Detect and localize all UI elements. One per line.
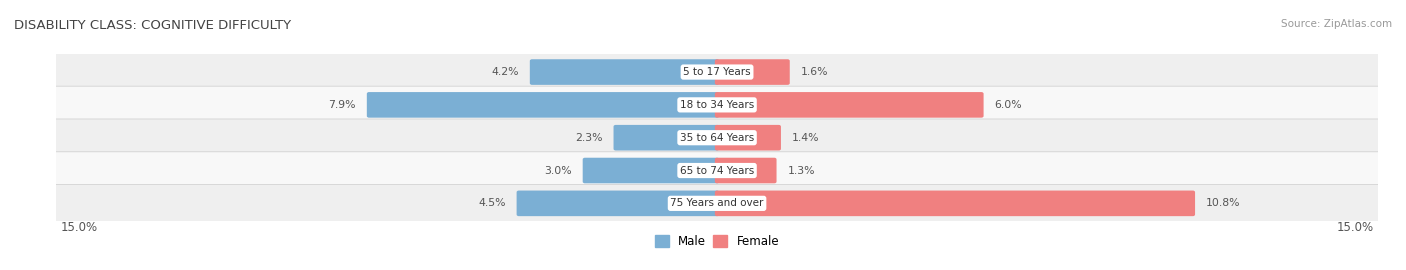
- FancyBboxPatch shape: [367, 92, 720, 118]
- FancyBboxPatch shape: [714, 158, 776, 183]
- Text: 75 Years and over: 75 Years and over: [671, 198, 763, 208]
- Text: 1.3%: 1.3%: [787, 166, 815, 176]
- Text: 6.0%: 6.0%: [994, 100, 1022, 110]
- FancyBboxPatch shape: [49, 86, 1385, 124]
- FancyBboxPatch shape: [714, 92, 984, 118]
- FancyBboxPatch shape: [49, 119, 1385, 156]
- Text: 4.2%: 4.2%: [491, 67, 519, 77]
- FancyBboxPatch shape: [714, 125, 780, 150]
- FancyBboxPatch shape: [530, 59, 720, 85]
- Text: 2.3%: 2.3%: [575, 133, 603, 143]
- Text: 3.0%: 3.0%: [544, 166, 572, 176]
- FancyBboxPatch shape: [613, 125, 720, 150]
- Legend: Male, Female: Male, Female: [650, 230, 785, 252]
- Text: 15.0%: 15.0%: [1336, 221, 1374, 234]
- Text: 65 to 74 Years: 65 to 74 Years: [681, 166, 754, 176]
- FancyBboxPatch shape: [49, 185, 1385, 222]
- Text: 5 to 17 Years: 5 to 17 Years: [683, 67, 751, 77]
- FancyBboxPatch shape: [516, 191, 720, 216]
- Text: 4.5%: 4.5%: [478, 198, 506, 208]
- Text: 15.0%: 15.0%: [60, 221, 98, 234]
- FancyBboxPatch shape: [582, 158, 720, 183]
- FancyBboxPatch shape: [714, 59, 790, 85]
- Text: DISABILITY CLASS: COGNITIVE DIFFICULTY: DISABILITY CLASS: COGNITIVE DIFFICULTY: [14, 19, 291, 32]
- Text: 35 to 64 Years: 35 to 64 Years: [681, 133, 754, 143]
- Text: 1.6%: 1.6%: [801, 67, 828, 77]
- FancyBboxPatch shape: [49, 152, 1385, 189]
- Text: 10.8%: 10.8%: [1206, 198, 1240, 208]
- Text: 1.4%: 1.4%: [792, 133, 820, 143]
- Text: 7.9%: 7.9%: [329, 100, 356, 110]
- Text: 18 to 34 Years: 18 to 34 Years: [681, 100, 754, 110]
- FancyBboxPatch shape: [49, 53, 1385, 91]
- Text: Source: ZipAtlas.com: Source: ZipAtlas.com: [1281, 19, 1392, 29]
- FancyBboxPatch shape: [714, 191, 1195, 216]
